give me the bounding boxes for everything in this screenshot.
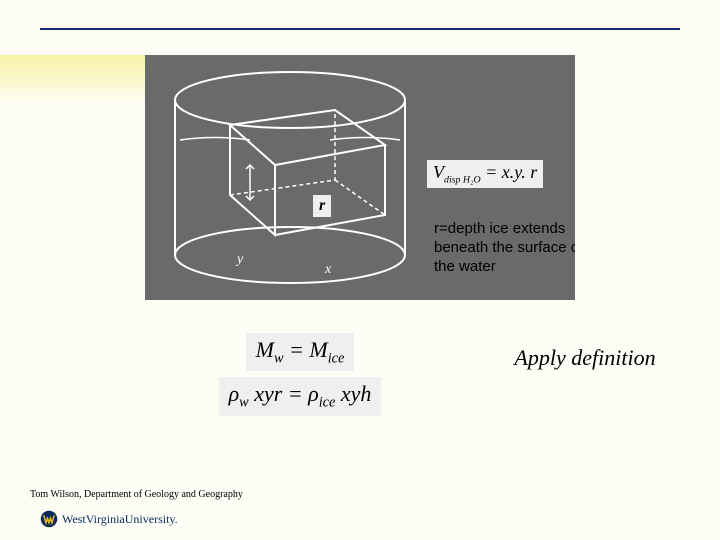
university-name: WestVirginiaUniversity.	[62, 512, 178, 527]
equation-1: Mw = Mice	[246, 333, 355, 371]
university-logo: WestVirginiaUniversity.	[40, 510, 178, 528]
equations-block: Mw = Mice ρw xyr = ρice xyh	[170, 330, 430, 419]
author-credit: Tom Wilson, Department of Geology and Ge…	[30, 489, 243, 500]
apply-definition-caption: Apply definition	[505, 345, 665, 371]
equation-2: ρw xyr = ρice xyh	[219, 377, 382, 415]
header-rule	[40, 28, 680, 30]
wv-badge-icon	[40, 510, 58, 528]
vdisp-formula: Vdisp H₂O = x.y. r	[427, 160, 543, 188]
cylinder-drawing: y x	[155, 65, 435, 300]
svg-text:y: y	[235, 252, 244, 267]
svg-text:x: x	[324, 262, 332, 277]
r-definition-text: r=depth ice extends beneath the surface …	[434, 220, 575, 276]
vdisp-r: . r	[521, 162, 537, 182]
r-marker-label: r	[313, 195, 331, 217]
ice-diagram: y x r Vdisp H₂O = x.y. r r=depth ice ext…	[145, 55, 575, 300]
